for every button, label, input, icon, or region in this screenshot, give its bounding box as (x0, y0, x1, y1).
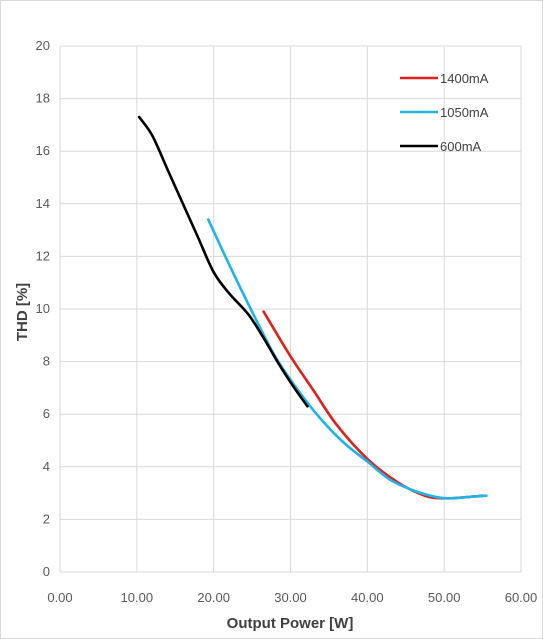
legend-label-1050mA: 1050mA (440, 105, 489, 120)
y-tick-label: 16 (36, 143, 50, 158)
x-tick-label: 20.00 (197, 590, 230, 605)
y-tick-label: 20 (36, 38, 50, 53)
y-tick-label: 2 (43, 511, 50, 526)
y-tick-label: 14 (36, 196, 50, 211)
y-axis-title: THD [%] (14, 283, 31, 341)
x-tick-labels: 0.00 10.00 20.00 30.00 40.00 50.00 60.00 (47, 590, 537, 605)
x-axis-title: Output Power [W] (227, 615, 354, 632)
x-tick-label: 0.00 (47, 590, 72, 605)
legend: 1400mA 1050mA 600mA (400, 71, 489, 154)
legend-label-600mA: 600mA (440, 139, 482, 154)
series-line-600mA (137, 115, 309, 408)
y-tick-label: 18 (36, 91, 50, 106)
x-tick-label: 40.00 (351, 590, 384, 605)
y-tick-label: 12 (36, 248, 50, 263)
legend-label-1400mA: 1400mA (440, 71, 489, 86)
grid (59, 45, 522, 573)
y-tick-label: 0 (43, 564, 50, 579)
y-tick-label: 10 (36, 301, 50, 316)
series-line-1400mA (262, 310, 484, 500)
x-tick-label: 30.00 (274, 590, 307, 605)
x-tick-label: 10.00 (121, 590, 154, 605)
series-line-1050mA (206, 218, 488, 500)
y-tick-label: 8 (43, 354, 50, 369)
x-tick-label: 60.00 (505, 590, 538, 605)
y-tick-label: 6 (43, 406, 50, 421)
series-lines (137, 115, 488, 500)
y-tick-labels: 0 2 4 6 8 10 12 14 16 18 20 (36, 38, 50, 579)
x-tick-label: 50.00 (428, 590, 461, 605)
y-tick-label: 4 (43, 459, 50, 474)
